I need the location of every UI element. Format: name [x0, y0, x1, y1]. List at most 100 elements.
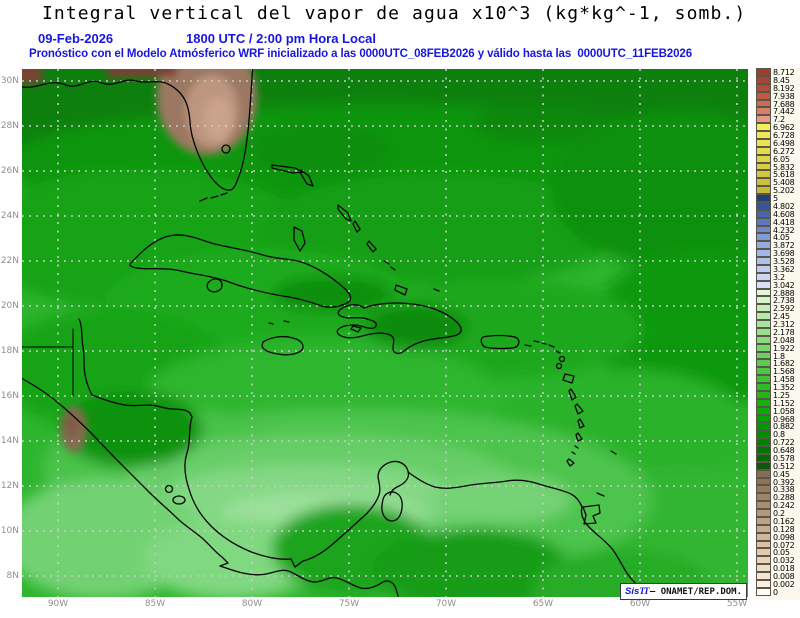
moisture-shading [22, 69, 748, 597]
colorbar-label: 0.648 [773, 446, 795, 455]
colorbar-label: 2.048 [773, 335, 795, 345]
colorbar-row: 7.938 [756, 91, 800, 101]
colorbar-label: 0.338 [773, 485, 795, 495]
colorbar-swatch [756, 540, 771, 549]
gulf-florida-coast [22, 69, 254, 191]
lat-label: 18N [0, 346, 19, 356]
colorbar-swatch [756, 556, 771, 565]
colorbar-label: 0.128 [773, 524, 795, 534]
colorbar-swatch [756, 524, 771, 533]
lat-label: 30N [0, 76, 19, 86]
dry-air-patches [22, 69, 257, 452]
colorbar-label: 4.802 [773, 201, 795, 211]
lake-okeechobee [221, 144, 231, 154]
lon-label: 60W [629, 599, 651, 609]
map-canvas [22, 69, 748, 597]
colorbar-swatch [756, 587, 771, 596]
colorbar-swatch [756, 99, 771, 108]
lon-label: 65W [532, 599, 554, 609]
colorbar-row: 0.722 [756, 438, 800, 448]
colorbar-label: 1.058 [773, 406, 795, 416]
forecast-date: 09-Feb-2026 [38, 31, 114, 46]
colorbar-swatch [756, 579, 771, 588]
colorbar-swatch [756, 233, 771, 242]
colorbar-row: 3.872 [756, 241, 800, 250]
watermark-logo: TT [639, 586, 649, 597]
colorbar-label: 5.618 [773, 170, 795, 180]
colorbar-row: 0.072 [756, 540, 800, 550]
trinidad [582, 504, 601, 525]
colorbar-label: 3.2 [773, 272, 785, 282]
colorbar-row: 6.962 [756, 123, 800, 132]
colorbar-swatch [756, 359, 771, 368]
colorbar-row: 0.018 [756, 564, 800, 574]
colorbar-swatch [756, 170, 771, 179]
colorbar-label: 6.272 [773, 146, 795, 156]
colorbar-swatch [756, 91, 771, 100]
colorbar-row: 0.008 [756, 572, 800, 581]
colorbar-swatch [756, 572, 771, 580]
colorbar-label: 0 [773, 587, 778, 597]
colorbar-row: 8.192 [756, 83, 800, 93]
lon-label: 85W [144, 599, 166, 609]
colorbar-swatch [756, 107, 771, 116]
colorbar-swatch [756, 75, 771, 84]
colorbar-label: 0.008 [773, 572, 795, 581]
lat-label: 12N [0, 481, 19, 491]
colorbar-swatch [756, 477, 771, 486]
colorbar-label: 0.968 [773, 414, 795, 424]
colorbar-row: 0.098 [756, 532, 800, 542]
lesser-antilles [548, 344, 617, 497]
colorbar-row: 1.152 [756, 398, 800, 408]
colorbar-label: 0.002 [773, 579, 795, 589]
colorbar-row: 0.338 [756, 485, 800, 495]
colorbar-label: 7.2 [773, 115, 785, 125]
colorbar-label: 3.528 [773, 257, 795, 266]
colorbar-swatch [756, 186, 771, 194]
colorbar-label: 0.242 [773, 501, 795, 511]
colorbar-label: 5.408 [773, 178, 795, 188]
colorbar-row: 2.45 [756, 312, 800, 321]
virgin-islands [524, 340, 547, 347]
colorbar-swatch [756, 280, 771, 289]
colorbar-row: 0.002 [756, 579, 800, 589]
watermark-text: – ONAMET/REP.DOM. [649, 586, 742, 597]
lon-label: 90W [47, 599, 69, 609]
colorbar-row: 0.128 [756, 524, 800, 534]
colorbar-row: 2.592 [756, 304, 800, 313]
colorbar-row: 4.232 [756, 225, 800, 235]
colorbar-label: 5.202 [773, 186, 795, 196]
florida-keys [199, 192, 228, 202]
colorbar-row: 6.05 [756, 154, 800, 164]
page-title: Integral vertical del vapor de agua x10^… [42, 3, 747, 24]
colorbar-label: 0.722 [773, 438, 795, 448]
colorbar-swatch [756, 430, 771, 439]
colorbar-label: 6.728 [773, 131, 795, 140]
colorbar-swatch [756, 138, 771, 147]
colorbar-row: 0.578 [756, 453, 800, 463]
colorbar-label: 8.192 [773, 83, 795, 93]
colorbar-swatch [756, 398, 771, 407]
water-vapor-map [22, 69, 748, 597]
colorbar-row: 1.352 [756, 383, 800, 392]
colorbar-swatch [756, 178, 771, 187]
colorbar-swatch [756, 327, 771, 336]
colorbar-row: 3.528 [756, 257, 800, 266]
colorbar-row: 1.058 [756, 406, 800, 416]
colorbar-row: 2.178 [756, 327, 800, 337]
colorbar-label: 5 [773, 194, 778, 203]
colorbar-row: 0.032 [756, 556, 800, 565]
colorbar-row: 6.272 [756, 146, 800, 156]
colorbar-swatch [756, 532, 771, 541]
colorbar-row: 1.922 [756, 343, 800, 353]
colorbar-swatch [756, 453, 771, 462]
colorbar-label: 0.8 [773, 430, 785, 440]
central-america-caribbean-coast [184, 416, 410, 568]
colorbar-row: 0.648 [756, 446, 800, 455]
colorbar-row: 3.698 [756, 249, 800, 258]
colorbar-scale: 8.712 8.45 8.192 7.938 7.688 7.442 7.2 6.962 6.7… [756, 68, 800, 600]
colorbar-row: 1.682 [756, 359, 800, 368]
colorbar-label: 0.018 [773, 564, 795, 574]
colorbar-swatch [756, 422, 771, 431]
